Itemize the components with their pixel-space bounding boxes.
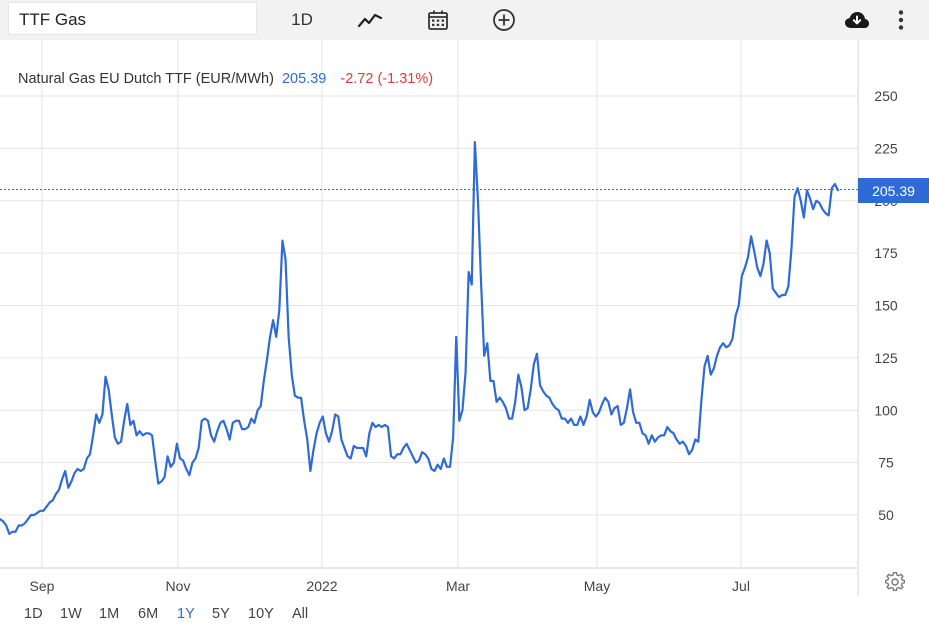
period-1m[interactable]: 1M [99, 606, 120, 622]
period-1y[interactable]: 1Y [177, 606, 195, 622]
y-tick-label: 250 [874, 88, 898, 104]
period-10y[interactable]: 10Y [248, 606, 274, 622]
x-tick-label: 2022 [306, 578, 337, 594]
chart-legend: Natural Gas EU Dutch TTF (EUR/MWh) 205.3… [18, 71, 433, 87]
legend-instrument-name: Natural Gas EU Dutch TTF (EUR/MWh) [18, 71, 274, 87]
add-circle-icon [493, 9, 515, 31]
y-tick-label: 225 [874, 140, 898, 156]
x-tick-label: Sep [30, 578, 55, 594]
interval-label: 1D [291, 10, 313, 29]
x-tick-label: Nov [166, 578, 191, 594]
legend-price: 205.39 [281, 71, 327, 87]
y-tick-label: 50 [878, 507, 894, 523]
price-chart[interactable]: 5075100125150175200225250SepNov2022MarMa… [0, 40, 929, 631]
legend-change: -2.72 (-1.31%) [340, 71, 434, 87]
y-tick-label: 125 [874, 350, 898, 366]
price-line [0, 140, 840, 535]
more-vert-icon [898, 10, 904, 30]
period-all[interactable]: All [292, 606, 309, 622]
x-tick-label: Jul [732, 578, 750, 594]
period-5y[interactable]: 5Y [212, 606, 230, 622]
settings-button[interactable] [884, 571, 906, 592]
symbol-name: TTF Gas [19, 10, 87, 29]
y-tick-label: 175 [874, 245, 898, 261]
chart-type-button[interactable] [354, 0, 386, 40]
interval-button[interactable]: 1D [283, 0, 321, 40]
calendar-icon [428, 10, 448, 30]
x-tick-label: May [584, 578, 610, 594]
compare-button[interactable] [488, 0, 520, 40]
x-tick-label: Mar [446, 578, 470, 594]
download-button[interactable] [841, 0, 873, 40]
y-tick-label: 100 [874, 402, 898, 418]
symbol-search-field[interactable]: TTF Gas [8, 2, 257, 35]
period-1d[interactable]: 1D [24, 606, 43, 622]
date-range-button[interactable] [422, 0, 454, 40]
y-tick-label: 150 [874, 298, 898, 314]
toolbar: TTF Gas 1D [0, 0, 929, 40]
gear-icon [884, 571, 906, 592]
last-price-tag: 205.39 [858, 178, 929, 203]
cloud-download-icon [845, 12, 869, 28]
line-chart-icon [357, 13, 383, 28]
more-menu-button[interactable] [891, 0, 911, 40]
y-tick-label: 75 [878, 455, 894, 471]
period-6m[interactable]: 6M [138, 606, 159, 622]
period-1w[interactable]: 1W [60, 606, 82, 622]
